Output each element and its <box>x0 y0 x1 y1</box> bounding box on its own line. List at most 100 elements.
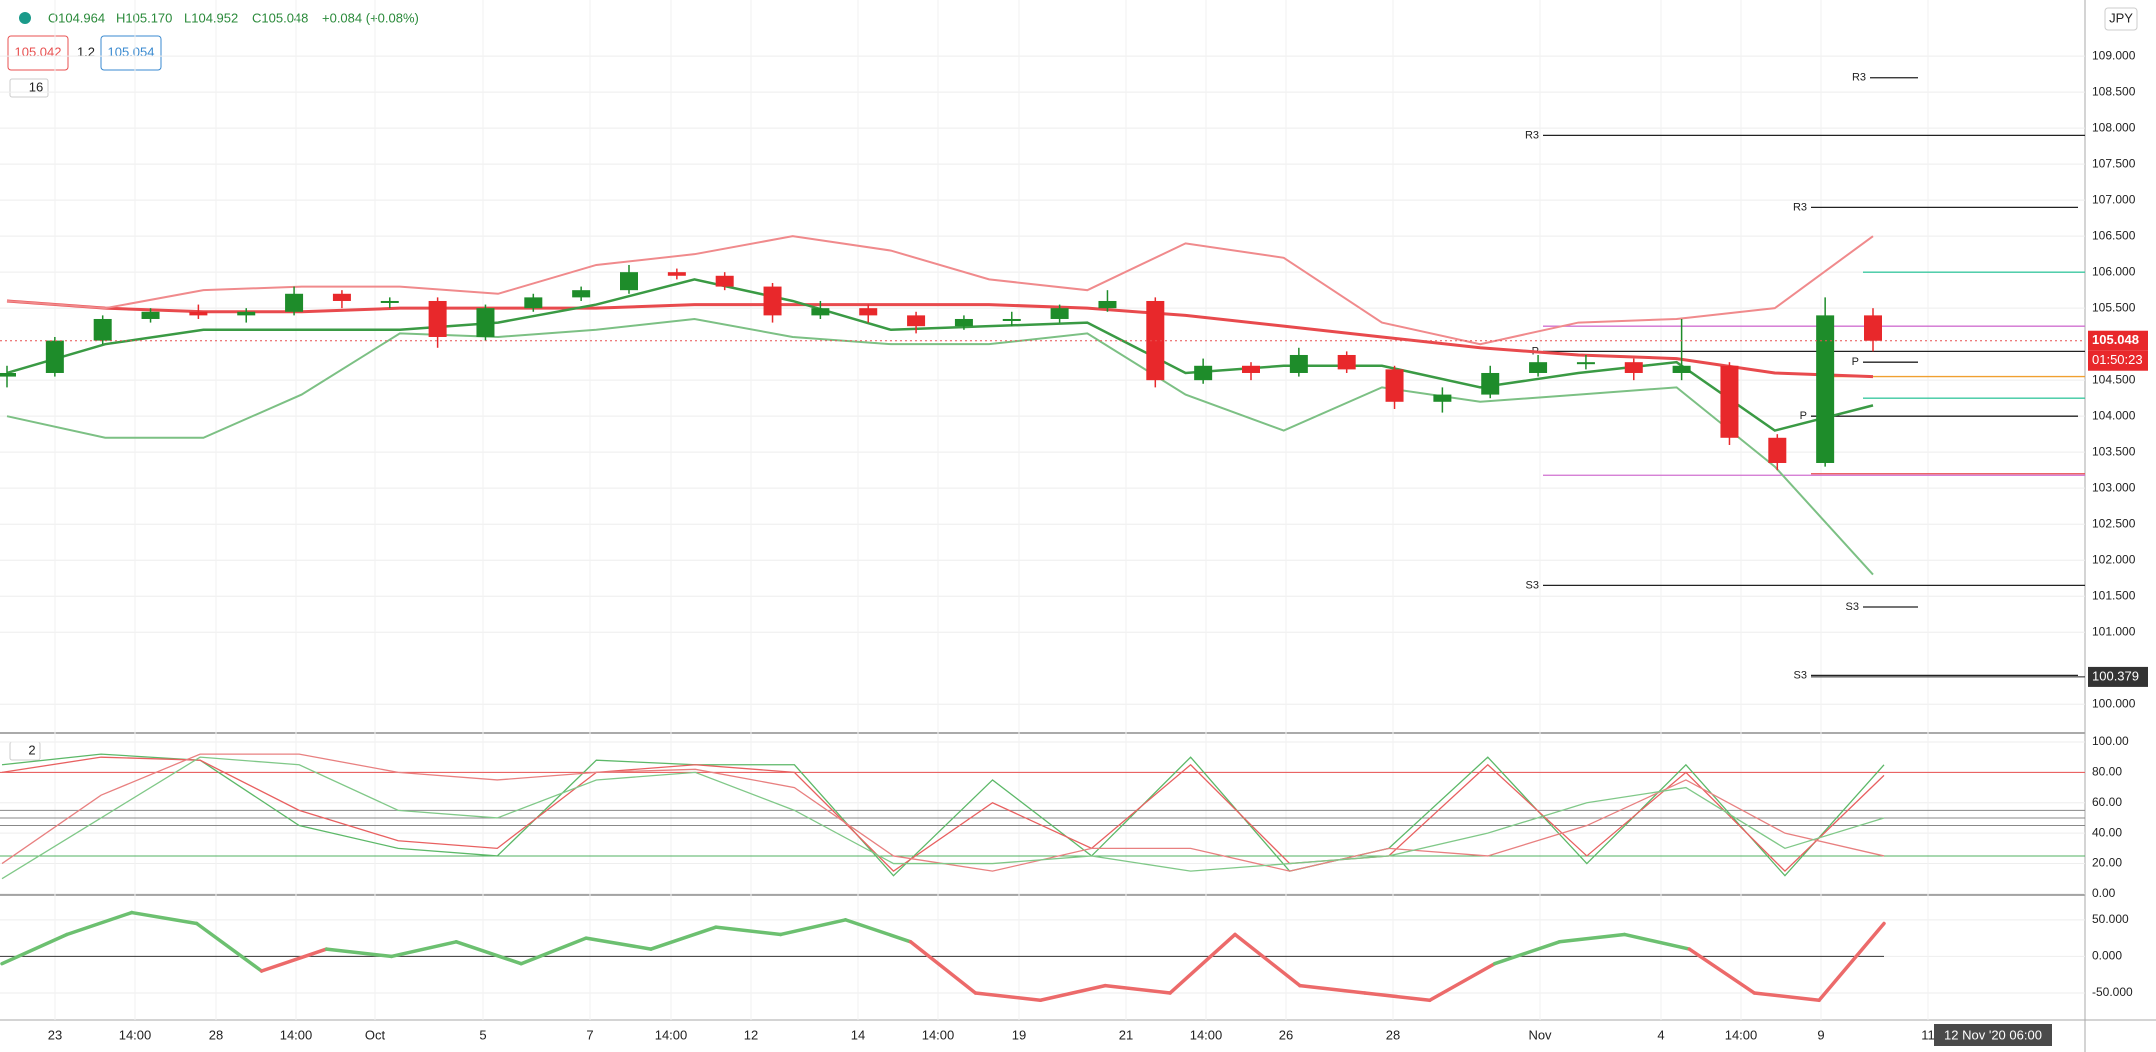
osc-segment <box>1557 932 1627 944</box>
osc-segment <box>1427 961 1497 1003</box>
candle-body <box>1481 372 1500 395</box>
osc-segment <box>65 910 134 937</box>
candle-body <box>524 297 543 309</box>
osc-segment <box>1038 983 1107 1003</box>
y-tick-label: 50.000 <box>2092 912 2129 926</box>
candle-body <box>1433 394 1452 402</box>
osc-segment <box>454 940 523 966</box>
osc-segment <box>908 940 978 995</box>
last-price: 105.048 <box>2092 332 2139 347</box>
sell-button[interactable] <box>7 35 69 71</box>
candle-body <box>1002 318 1021 321</box>
x-tick-label: 19 <box>1012 1027 1026 1042</box>
candle-body <box>1624 362 1643 373</box>
x-tick-label: 14 <box>851 1027 865 1042</box>
candle-body <box>1864 315 1882 341</box>
candle-body <box>332 293 351 301</box>
osc-segment <box>779 918 848 937</box>
candle-body <box>763 286 782 316</box>
pivot-label: S3 <box>1846 601 1859 613</box>
currency-box[interactable] <box>2104 7 2138 31</box>
osc-segment <box>130 910 199 926</box>
pivot-label: S3 <box>1794 669 1807 681</box>
indicators-count: 16 <box>29 79 43 94</box>
candle-body <box>380 300 399 303</box>
candle-body <box>1576 362 1595 365</box>
osc-segment <box>324 947 394 959</box>
osc-segment <box>259 947 329 973</box>
candle-body <box>715 275 734 287</box>
time-badge-box <box>1934 1024 2052 1046</box>
y-tick-label: 106.500 <box>2092 228 2136 242</box>
x-tick-label: 12 <box>744 1027 758 1042</box>
osc-segment <box>1168 932 1237 995</box>
x-tick-label: 14:00 <box>119 1027 152 1042</box>
y-tick-label: 104.500 <box>2092 372 2136 386</box>
candle-body <box>1289 354 1308 373</box>
candle-body <box>1385 369 1404 402</box>
candle-body <box>572 290 591 298</box>
candle-body <box>1242 365 1260 373</box>
candle-body <box>428 300 447 337</box>
x-tick-label: 21 <box>1119 1027 1133 1042</box>
x-tick-label: 14:00 <box>280 1027 313 1042</box>
candle-body <box>45 340 64 373</box>
candle-body <box>907 315 926 327</box>
candle-body <box>93 318 112 341</box>
countdown-box <box>2088 350 2148 371</box>
osc-segment <box>1752 991 1821 1003</box>
osc-segment <box>1233 932 1302 988</box>
x-tick-label: 5 <box>479 1027 486 1042</box>
candle-body <box>476 308 495 337</box>
y-tick-label: 107.500 <box>2092 156 2136 170</box>
close: C105.048 <box>252 10 308 25</box>
overlay-line <box>6 235 1874 346</box>
pivot-label: P <box>1852 356 1859 368</box>
y-tick-label: -50.000 <box>2092 985 2133 999</box>
x-tick-label: 28 <box>1386 1027 1400 1042</box>
x-tick-label: 9 <box>1817 1027 1824 1042</box>
candle-body <box>0 372 16 377</box>
x-tick-label: 14:00 <box>1190 1027 1223 1042</box>
osc-segment <box>843 918 913 944</box>
y-tick-label: 102.500 <box>2092 516 2136 530</box>
osc-segment <box>584 936 653 951</box>
y-tick-label: 101.500 <box>2092 588 2136 602</box>
y-tick-label: 40.00 <box>2092 825 2122 839</box>
open: O104.964 <box>48 10 105 25</box>
y-tick-label: 108.500 <box>2092 84 2136 98</box>
osc-segment <box>519 936 588 966</box>
osc-segment <box>1622 932 1692 951</box>
candle-body <box>237 311 256 316</box>
y-tick-label: 104.000 <box>2092 408 2136 422</box>
y-tick-label: 0.000 <box>2092 949 2122 963</box>
x-tick-label: 28 <box>209 1027 223 1042</box>
candle-body <box>1816 315 1835 463</box>
stoch-collapse: 2 <box>28 742 35 757</box>
osc-segment <box>1298 983 1367 995</box>
candle-body <box>285 293 304 312</box>
stoch-line <box>1 753 1885 877</box>
x-tick-label: Oct <box>365 1027 386 1042</box>
pivot-label: R3 <box>1525 129 1539 141</box>
x-tick-label: Nov <box>1528 1027 1552 1042</box>
y-tick-label: 60.00 <box>2092 795 2122 809</box>
osc-segment <box>1492 940 1562 966</box>
y-tick-label: 109.000 <box>2092 48 2136 62</box>
sell-price: 105.042 <box>15 44 62 59</box>
y-tick-label: 20.00 <box>2092 856 2122 870</box>
osc-segment <box>194 921 264 973</box>
candle-body <box>1050 308 1069 319</box>
pivot-label: P <box>1800 410 1807 422</box>
candle-body <box>859 308 878 316</box>
high: H105.170 <box>116 10 172 25</box>
buy-price: 105.054 <box>108 44 155 59</box>
candle-body <box>1529 362 1548 373</box>
osc-segment <box>714 925 783 937</box>
y-tick-label: 80.00 <box>2092 765 2122 779</box>
buy-button[interactable] <box>100 35 162 71</box>
candle-body <box>189 311 208 316</box>
candle-body <box>954 318 973 327</box>
